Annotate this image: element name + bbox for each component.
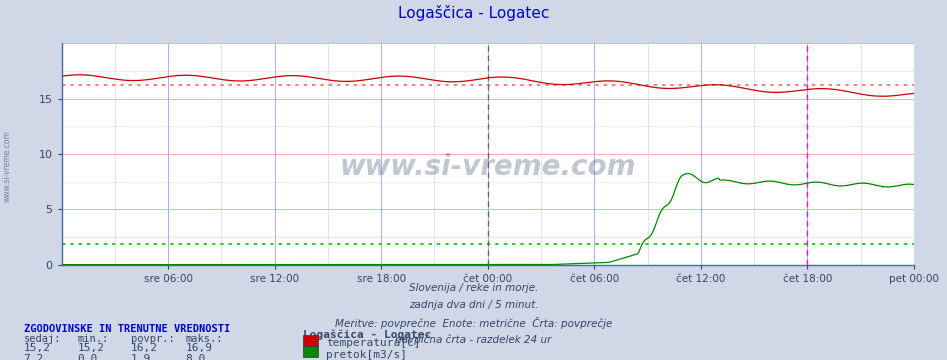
Text: 15,2: 15,2	[78, 343, 105, 354]
Text: Logaščica - Logatec: Logaščica - Logatec	[303, 329, 431, 340]
Text: 1,9: 1,9	[131, 354, 151, 360]
Text: www.si-vreme.com: www.si-vreme.com	[339, 153, 636, 181]
Text: www.si-vreme.com: www.si-vreme.com	[3, 130, 12, 202]
Text: Logaščica - Logatec: Logaščica - Logatec	[398, 5, 549, 21]
Text: temperatura[C]: temperatura[C]	[326, 338, 420, 348]
Text: 15,2: 15,2	[24, 343, 51, 354]
Text: 16,9: 16,9	[186, 343, 213, 354]
Text: 8,0: 8,0	[186, 354, 205, 360]
Text: zadnja dva dni / 5 minut.: zadnja dva dni / 5 minut.	[409, 300, 538, 310]
Text: sedaj:: sedaj:	[24, 334, 62, 344]
Text: 7,2: 7,2	[24, 354, 44, 360]
Text: Slovenija / reke in morje.: Slovenija / reke in morje.	[409, 283, 538, 293]
Text: maks.:: maks.:	[186, 334, 223, 344]
Text: min.:: min.:	[78, 334, 109, 344]
Text: Meritve: povprečne  Enote: metrične  Črta: povprečje: Meritve: povprečne Enote: metrične Črta:…	[335, 317, 612, 329]
Text: povpr.:: povpr.:	[131, 334, 174, 344]
Text: pretok[m3/s]: pretok[m3/s]	[326, 350, 407, 360]
Text: navpična črta - razdelek 24 ur: navpična črta - razdelek 24 ur	[395, 334, 552, 345]
Text: ZGODOVINSKE IN TRENUTNE VREDNOSTI: ZGODOVINSKE IN TRENUTNE VREDNOSTI	[24, 324, 230, 334]
Text: 0,0: 0,0	[78, 354, 98, 360]
Text: 16,2: 16,2	[131, 343, 158, 354]
